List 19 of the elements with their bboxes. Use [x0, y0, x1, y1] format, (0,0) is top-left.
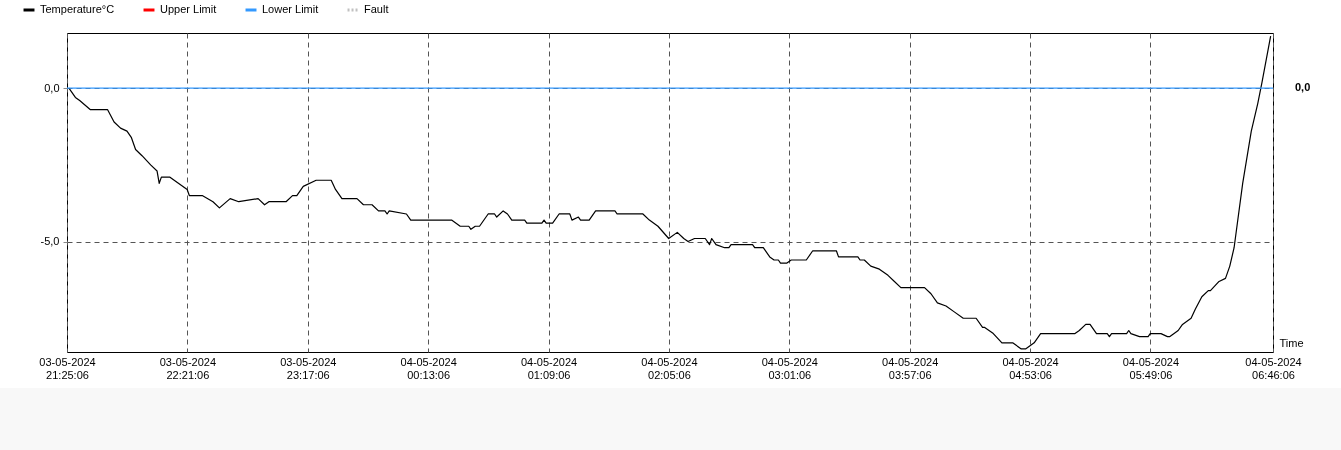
x-tick-label: 03-05-2024 23:17:06 — [280, 355, 337, 381]
x-tick-label: 04-05-2024 01:09:06 — [520, 355, 578, 381]
y-tick-label: -5,0 — [40, 235, 60, 248]
x-tick-label: 03-05-2024 22:21:06 — [159, 355, 217, 381]
x-tick-label: 04-05-2024 04:53:06 — [1002, 355, 1059, 381]
text: 0,0 — [1295, 81, 1311, 93]
legend-label: Temperature°C — [40, 3, 115, 15]
x-tick-label: 04-05-2024 03:01:06 — [761, 355, 818, 381]
x-tick-label: 03-05-2024 21:25:06 — [39, 355, 96, 381]
line-series — [68, 35, 1272, 350]
x-tick-label: 04-05-2024 03:57:06 — [882, 355, 939, 381]
legend-label: Fault — [364, 3, 389, 15]
legend-label: Upper Limit — [160, 3, 217, 15]
legend-label: Lower Limit — [262, 3, 319, 15]
x-axis-title: Time — [1279, 336, 1304, 349]
x-tick-label: 04-05-2024 06:46:06 — [1245, 355, 1302, 381]
x-tick-label: 04-05-2024 05:49:06 — [1122, 355, 1180, 381]
x-tick-label: 04-05-2024 02:05:06 — [641, 355, 698, 381]
x-tick-label: 04-05-2024 00:13:06 — [400, 355, 457, 381]
